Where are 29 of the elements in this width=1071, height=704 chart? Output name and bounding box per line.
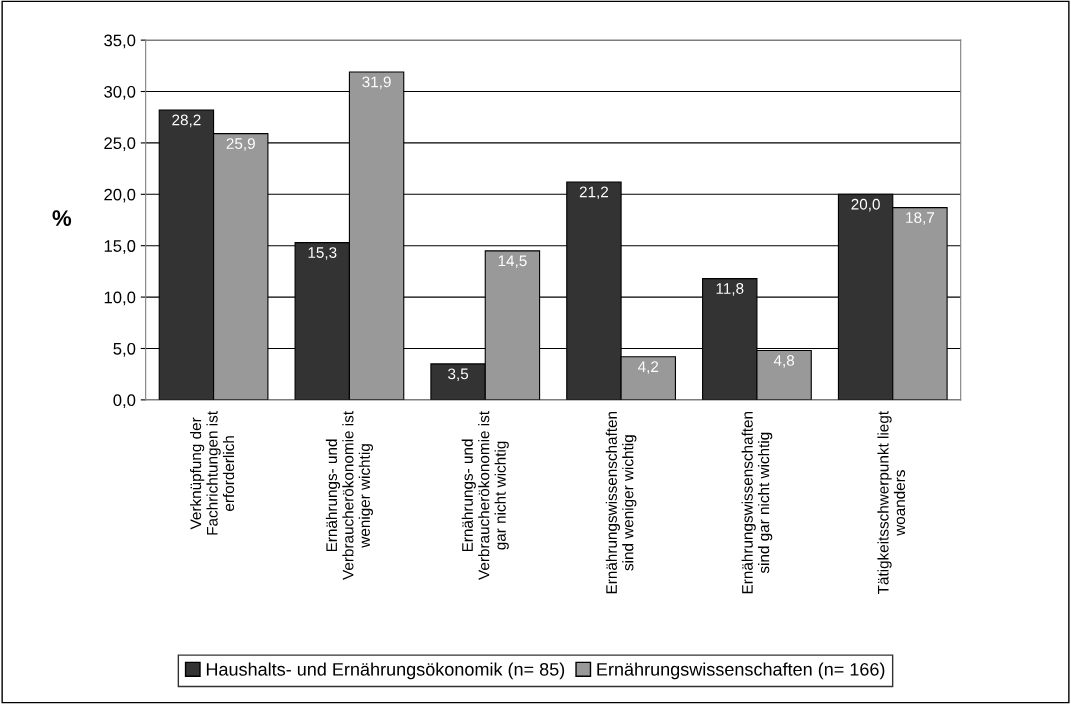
data-label: 20,0 [851,198,880,212]
y-axis-title: % [52,210,72,226]
x-tick-label: Ernährungswissenschaften sind gar nicht wichtig [741,411,773,594]
x-tick-label: Ernährungswissenschaften sind weniger wichtig [605,411,637,594]
data-label: 4,8 [773,355,795,368]
data-label: 18,7 [906,212,935,225]
x-tick-label: Tätigkeitsschwerpunkt liegt woanders [877,411,906,595]
y-tick-label: 15,0 [104,240,136,254]
data-label: 4,2 [637,361,659,374]
data-label: 3,5 [448,368,469,382]
x-tick-label: Ernährungs- und Verbraucherökonomie ist gar nicht wichtig [461,411,509,580]
data-label: 31,9 [362,76,391,90]
legend-label: Haushalts- und Ernährungsökonomik (n= 85) [206,662,565,680]
data-label: 11,8 [716,283,744,296]
legend-label: Ernährungswissenschaften (n= 166) [597,662,885,680]
data-label: 15,3 [308,247,337,260]
y-tick-label: 20,0 [104,188,136,203]
y-tick-label: 0,0 [113,394,136,409]
y-tick-label: 10,0 [104,291,136,306]
x-tick-label: Verknüpfung der Fachrichtungen ist erforderlich [190,411,235,535]
y-tick-label: 5,0 [113,342,136,357]
x-tick-label: Ernährungs- und Verbraucherökonomie ist weniger wichtig [325,411,373,580]
data-label: 14,5 [498,255,527,268]
data-label: 21,2 [579,186,609,200]
data-label: 25,9 [226,138,255,151]
y-tick-label: 25,0 [104,137,136,152]
y-tick-label: 35,0 [104,34,136,49]
y-tick-label: 30,0 [104,85,136,100]
data-label: 28,2 [172,114,201,128]
